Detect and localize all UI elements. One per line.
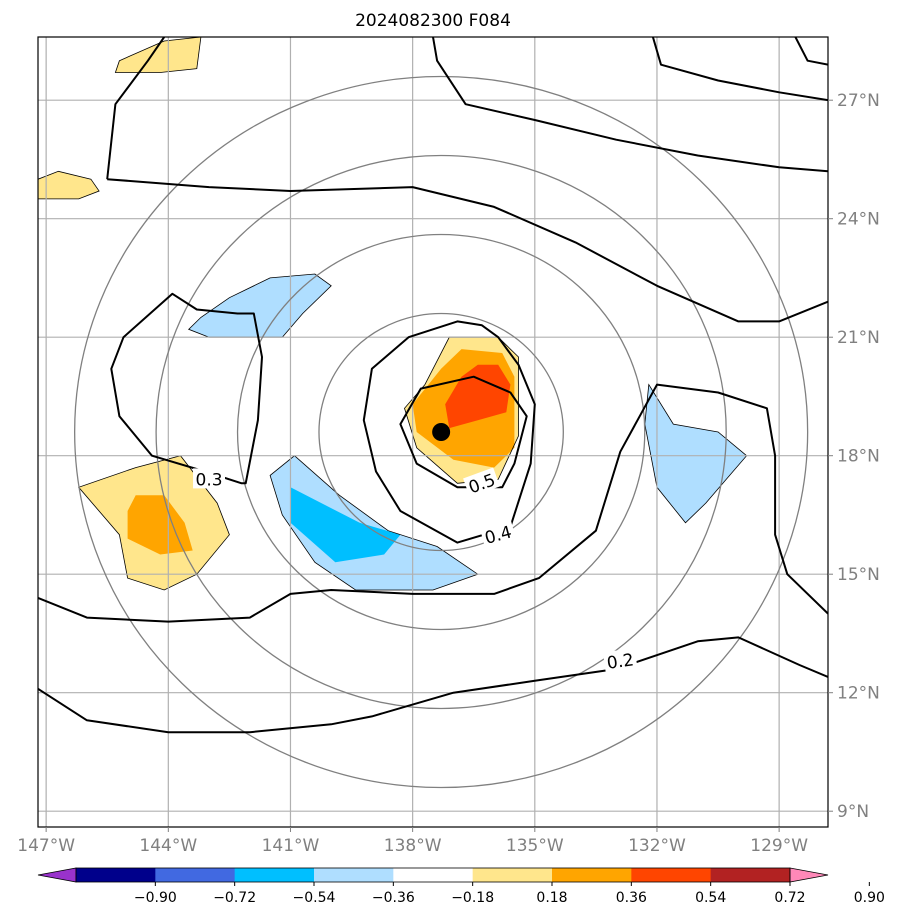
- region-outline-6: [38, 170, 100, 200]
- y-tick-label-6: 27°N: [837, 91, 880, 111]
- colorbar: [37, 867, 829, 883]
- y-tick-label-5: 24°N: [837, 210, 880, 230]
- contour-0.2-8: [651, 37, 828, 102]
- map-frame: [37, 36, 829, 828]
- filled-region-5: [115, 37, 201, 73]
- range-ring-3: [73, 75, 809, 789]
- gridlines: [38, 37, 828, 827]
- filled-region-10: [644, 384, 747, 523]
- range-rings: [73, 75, 809, 789]
- y-axis-ticks: 9°N 12°N 15°N 18°N 21°N 24°N 27°N: [828, 91, 880, 822]
- contour-label-bg-2: [479, 519, 516, 548]
- filled-region-8: [290, 487, 401, 563]
- colorbar-bin-7: [631, 868, 712, 882]
- contour-0.3-3: [38, 383, 828, 623]
- colorbar-label-6: 0.36: [616, 890, 647, 906]
- filled-region-2: [445, 364, 511, 429]
- x-tick-label-4: 135°W: [506, 836, 564, 856]
- contour-labels: 0.20.30.40.5: [193, 467, 638, 674]
- contour-0.2-5: [107, 178, 828, 323]
- colorbar-extend-low: [37, 867, 77, 883]
- contour-0.2-9: [794, 37, 828, 66]
- x-tick-label-3: 138°W: [384, 836, 442, 856]
- colorbar-bin-6: [552, 868, 632, 882]
- y-tick-label-0: 9°N: [837, 802, 869, 822]
- colorbar-bin-3: [314, 868, 394, 882]
- colorbar-bin-5: [472, 868, 553, 882]
- contour-0.3-2: [110, 292, 263, 485]
- colorbar-label-9: 0.90: [854, 890, 885, 906]
- filled-region-4: [127, 495, 193, 555]
- range-ring-2: [155, 154, 727, 710]
- colorbar-bin-8: [710, 868, 791, 882]
- range-ring-1: [236, 233, 646, 631]
- x-tick-label-2: 141°W: [262, 836, 320, 856]
- contour-0.2-6: [106, 37, 166, 180]
- colorbar-extend-high: [789, 867, 829, 883]
- x-tick-label-5: 132°W: [628, 836, 686, 856]
- contour-label-0.3: 0.3: [196, 470, 223, 490]
- contour-label-0.2: 0.2: [606, 650, 636, 674]
- x-tick-label-1: 144°W: [139, 836, 197, 856]
- x-tick-label-0: 147°W: [17, 836, 75, 856]
- colorbar-label-7: 0.54: [695, 890, 726, 906]
- storm-center: [432, 423, 451, 441]
- contour-0.2-4: [38, 636, 828, 734]
- contour-label-bg-0: [602, 647, 638, 673]
- colorbar-bin-0: [76, 868, 156, 882]
- region-outline-7: [269, 455, 479, 591]
- colorbar-label-3: −0.36: [372, 890, 415, 906]
- contour-0.2-7: [432, 37, 828, 173]
- filled-region-7: [270, 455, 478, 590]
- x-tick-label-6: 129°W: [750, 836, 808, 856]
- region-outline-5: [114, 37, 202, 73]
- colorbar-label-1: −0.72: [213, 890, 256, 906]
- filled-region-6: [38, 171, 100, 199]
- region-outline-9: [187, 273, 332, 338]
- contour-label-bg-1: [193, 468, 226, 489]
- colorbar-bin-1: [155, 868, 236, 882]
- colorbar-label-4: −0.18: [451, 890, 494, 906]
- y-tick-label-4: 21°N: [837, 328, 880, 348]
- map-area: [38, 37, 828, 827]
- y-tick-label-1: 12°N: [837, 684, 880, 704]
- storm-center-marker: [432, 423, 451, 441]
- colorbar-bin-2: [234, 868, 315, 882]
- colorbar-bin-4: [393, 868, 474, 882]
- y-tick-label-2: 15°N: [837, 565, 880, 585]
- x-axis-ticks: 147°W 144°W 141°W 138°W 135°W 132°W 129°W: [17, 827, 808, 856]
- y-tick-label-3: 18°N: [837, 447, 880, 467]
- range-ring-0: [318, 312, 564, 552]
- colorbar-frame: [75, 867, 791, 883]
- chart-title: 2024082300 F084: [355, 11, 511, 31]
- filled-contours: [38, 37, 748, 591]
- colorbar-label-0: −0.90: [134, 890, 177, 906]
- colorbar-label-2: −0.54: [293, 890, 336, 906]
- colorbar-label-8: 0.72: [774, 890, 805, 906]
- contour-label-bg-3: [463, 467, 500, 498]
- colorbar-labels: −0.90 −0.72 −0.54 −0.36 −0.18 0.18 0.36 0.54 0.7…: [134, 882, 885, 906]
- colorbar-label-5: 0.18: [536, 890, 567, 906]
